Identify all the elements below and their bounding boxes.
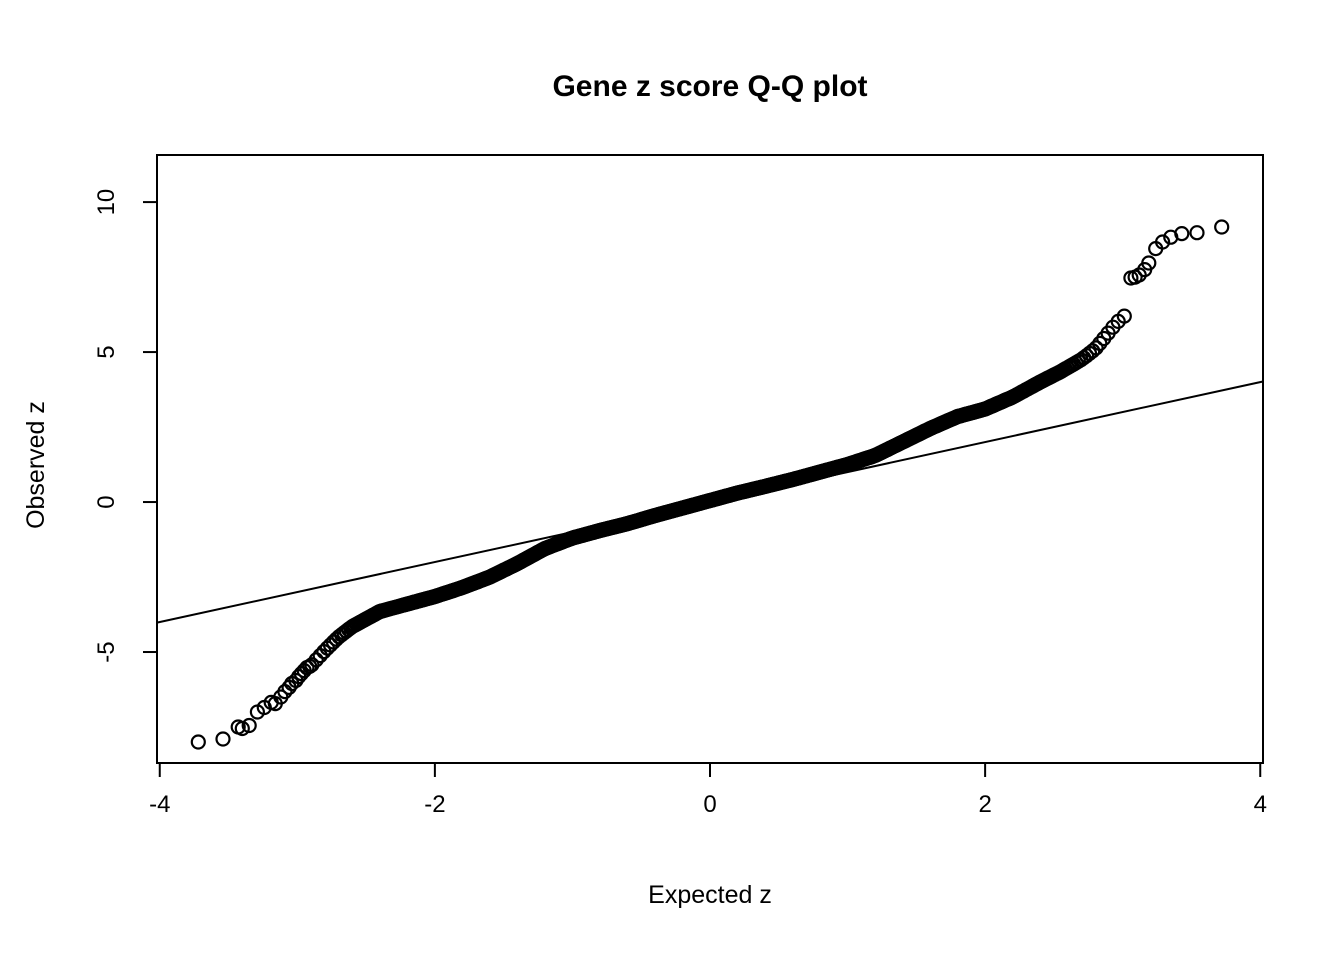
- data-point: [1174, 226, 1190, 242]
- data-point: [190, 734, 206, 750]
- y-tick-label: -5: [93, 641, 120, 662]
- y-axis-ticks: -5 0 5 10: [93, 189, 157, 663]
- x-axis-title: Expected z: [648, 881, 772, 909]
- y-tick-label: 10: [93, 189, 120, 216]
- data-points-group: [190, 219, 1230, 750]
- x-tick-label: -2: [424, 791, 445, 818]
- data-point: [1088, 340, 1104, 356]
- data-point: [1189, 225, 1205, 241]
- y-tick-label: 5: [93, 345, 120, 358]
- x-tick-label: -4: [149, 791, 170, 818]
- data-point: [1214, 219, 1230, 235]
- y-axis-title: Observed z: [22, 401, 50, 529]
- data-point: [241, 717, 257, 734]
- plot-frame: [156, 154, 1264, 764]
- plot-frame-box: [156, 154, 1264, 764]
- data-point: [302, 658, 318, 675]
- data-point: [1141, 255, 1157, 271]
- x-tick-label: 2: [978, 791, 991, 818]
- x-tick-label: 0: [703, 791, 716, 818]
- data-point: [1116, 308, 1132, 324]
- data-point: [215, 731, 231, 747]
- chart-title: Gene z score Q-Q plot: [552, 70, 867, 103]
- x-axis-ticks: -4 -2 0 2 4: [149, 763, 1267, 818]
- data-point: [1154, 234, 1171, 250]
- y-tick-label: 0: [93, 495, 120, 508]
- data-point: [234, 720, 250, 737]
- x-tick-label: 4: [1254, 791, 1267, 818]
